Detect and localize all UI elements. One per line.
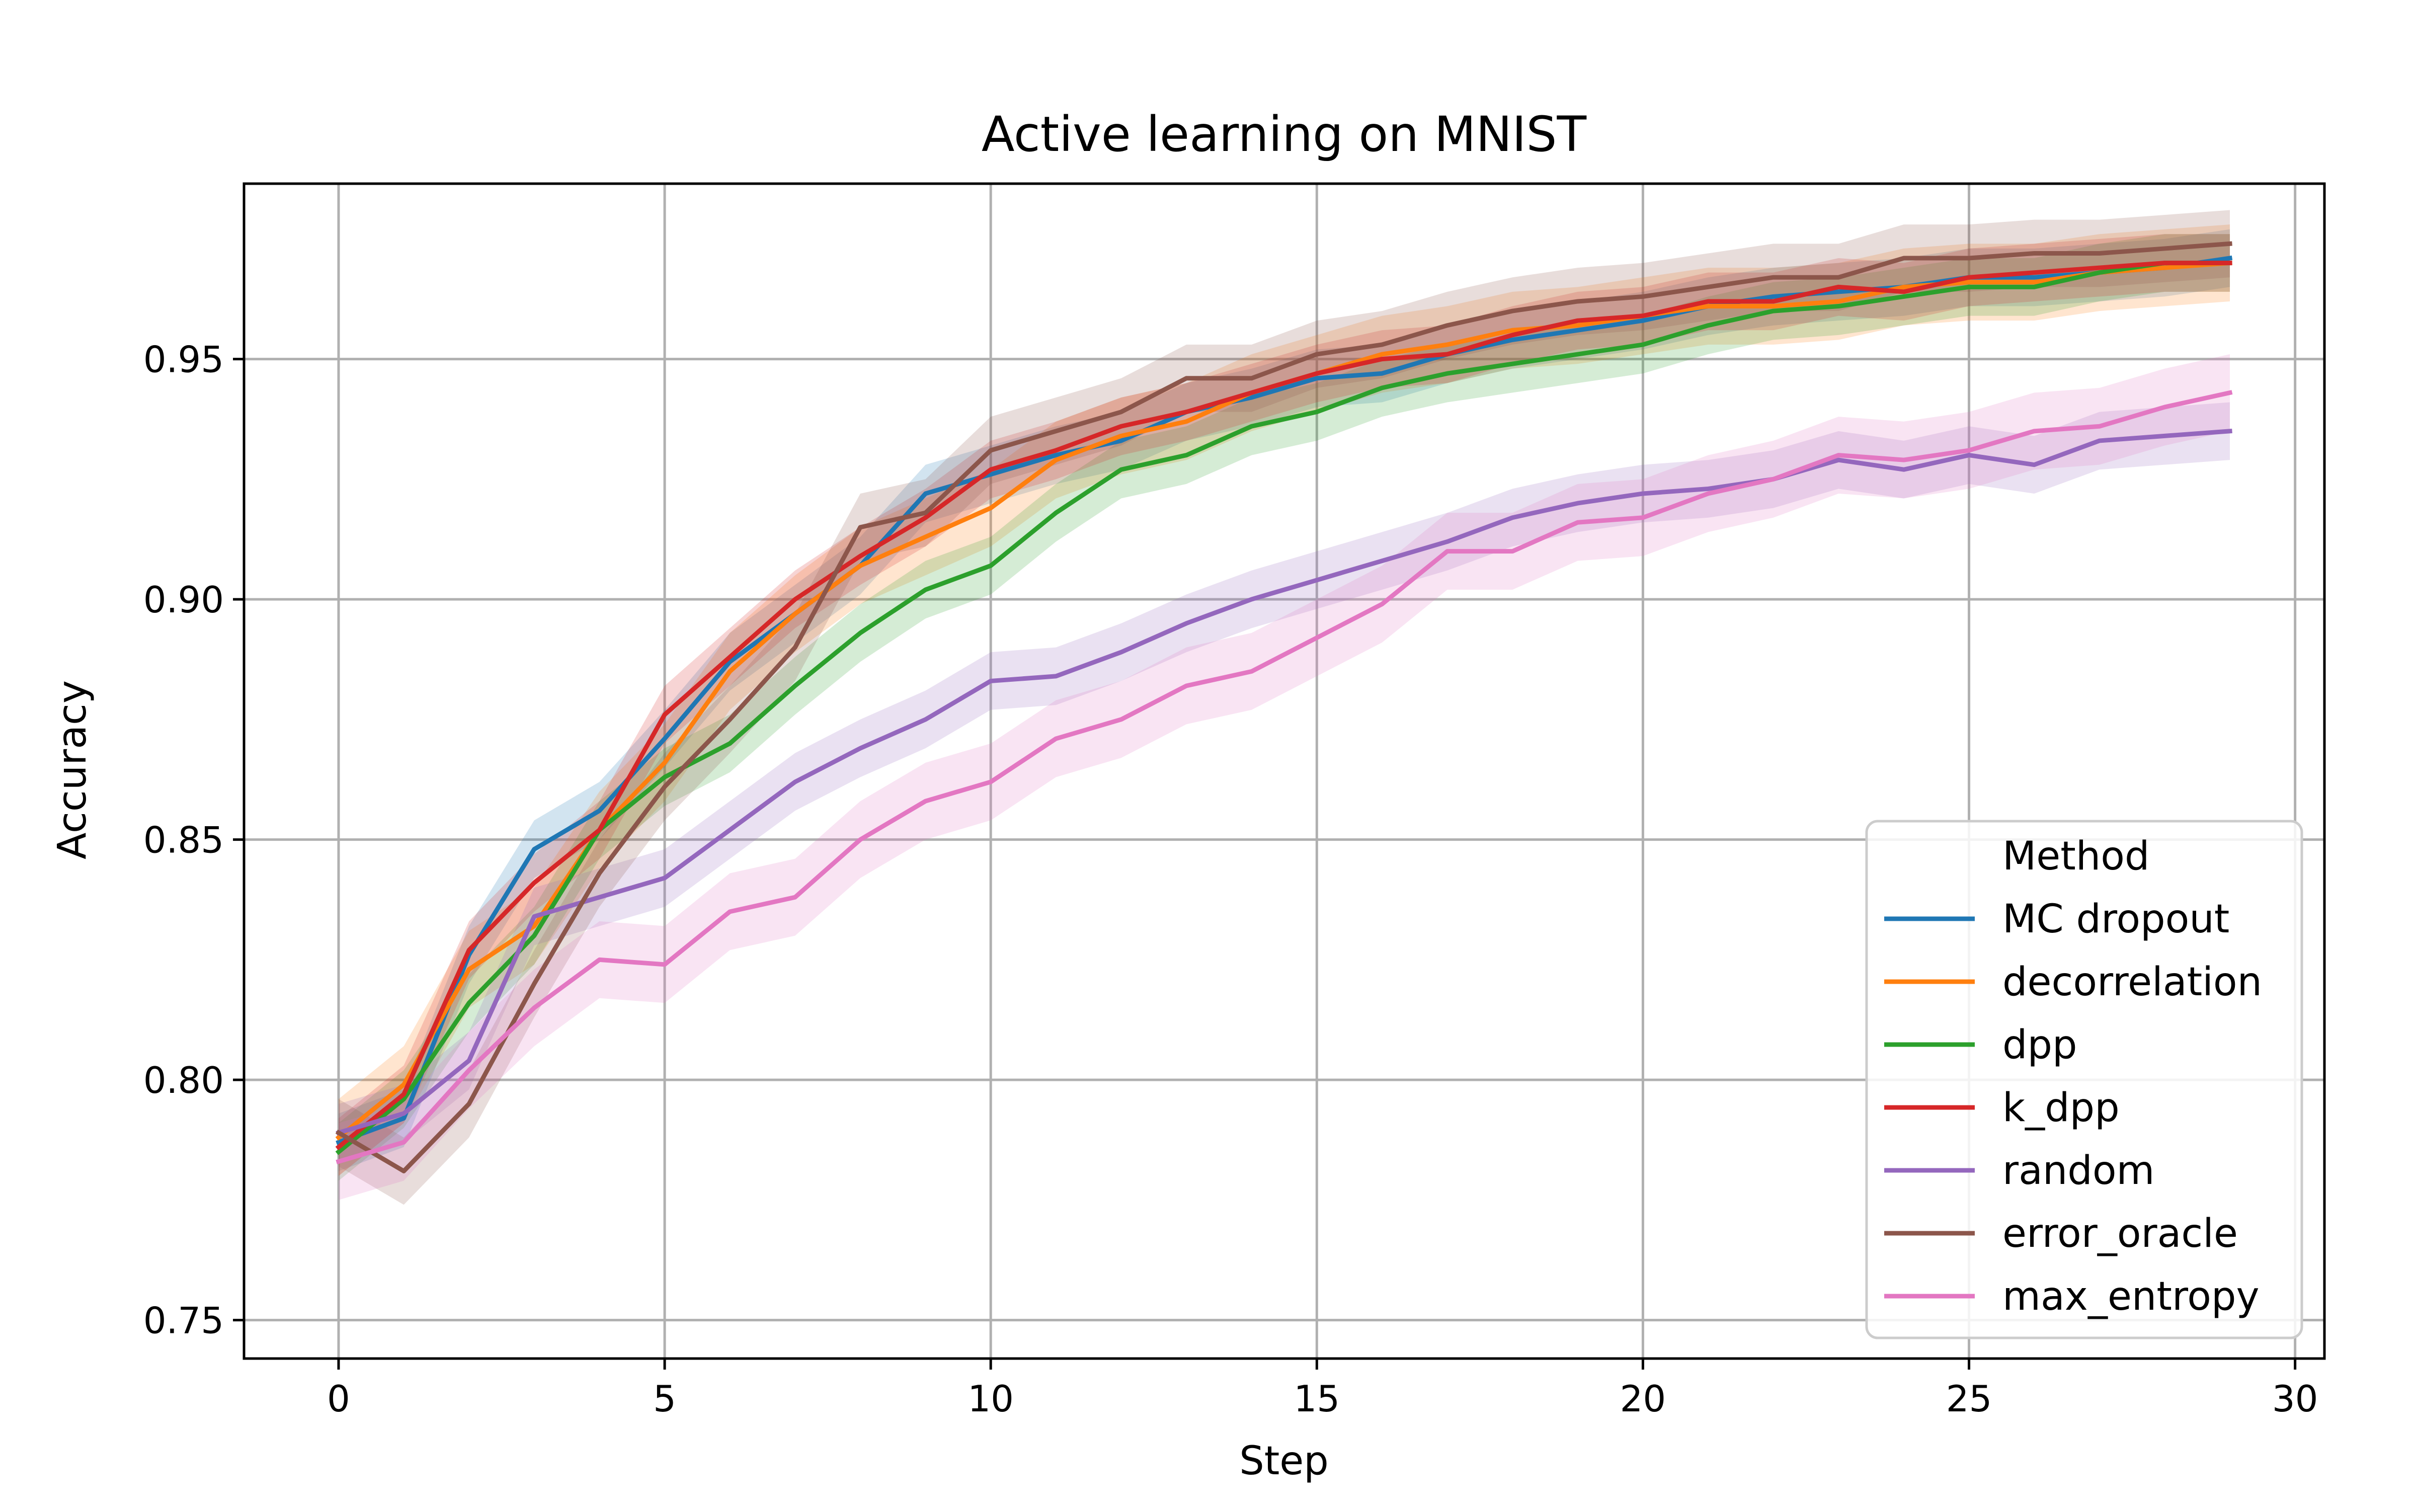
y-tick-label: 0.85 — [143, 819, 224, 861]
plot-frame — [243, 182, 2326, 1360]
x-axis-label: Step — [1239, 1439, 1329, 1484]
line-error-oracle — [335, 241, 2232, 1174]
legend-box — [1865, 820, 2303, 1339]
y-tick-label: 0.90 — [143, 579, 224, 621]
x-tick-label: 10 — [968, 1378, 1014, 1420]
legend-label-max-entropy: max_entropy — [2002, 1274, 2260, 1319]
y-tick-label: 0.80 — [143, 1059, 224, 1101]
y-tick-label: 0.75 — [143, 1300, 224, 1342]
band-error-oracle — [338, 210, 2230, 1205]
y-axis-label: Accuracy — [50, 680, 95, 859]
band-max-entropy — [338, 354, 2230, 1200]
band-random — [338, 402, 2230, 1162]
x-tick-label: 15 — [1294, 1378, 1340, 1420]
legend-label-mc-dropout: MC dropout — [2002, 897, 2229, 942]
legend-label-dpp: dpp — [2002, 1022, 2077, 1068]
band-dpp — [338, 234, 2230, 1181]
x-tick-label: 25 — [1946, 1378, 1992, 1420]
series-lines — [335, 241, 2233, 1174]
line-k-dpp — [335, 261, 2232, 1151]
legend-label-k-dpp: k_dpp — [2002, 1085, 2120, 1131]
legend-label-decorrelation: decorrelation — [2002, 960, 2262, 1005]
legend-title: Method — [2002, 834, 2150, 879]
x-tick-label: 30 — [2272, 1378, 2318, 1420]
x-tick-label: 0 — [327, 1378, 350, 1420]
line-random — [336, 429, 2232, 1136]
axis-ticks: 0 5 10 15 20 25 30 0.75 0.80 0.85 0.90 0.95 — [143, 339, 2318, 1420]
line-dpp — [335, 261, 2232, 1155]
confidence-bands — [338, 210, 2230, 1205]
x-tick-label: 5 — [653, 1378, 676, 1420]
legend-label-error-oracle: error_oracle — [2002, 1211, 2238, 1256]
band-mc-dropout — [338, 229, 2230, 1171]
line-max-entropy — [336, 390, 2233, 1165]
legend-label-random: random — [2002, 1148, 2155, 1193]
y-tick-label: 0.95 — [143, 339, 224, 381]
band-decorrelation — [338, 224, 2230, 1176]
x-tick-label: 20 — [1620, 1378, 1666, 1420]
legend: Method MC dropout decorrelation dpp k_dppra… — [1865, 820, 2303, 1339]
chart-title: Active learning on MNIST — [982, 106, 1587, 163]
